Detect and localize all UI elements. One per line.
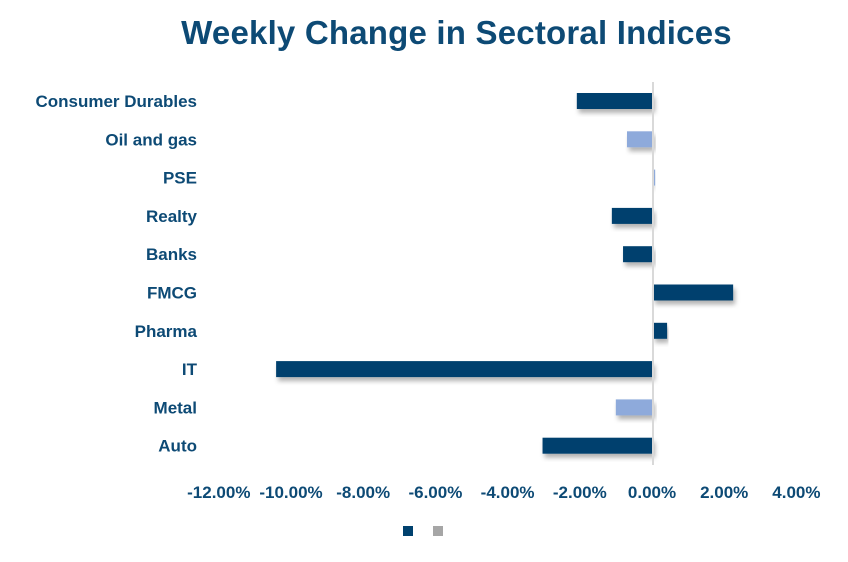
x-tick-label: -6.00%	[408, 483, 462, 502]
x-tick-label: -4.00%	[481, 483, 535, 502]
bar-banks	[623, 246, 653, 263]
category-label: Auto	[158, 437, 197, 456]
bars-group	[276, 93, 734, 454]
category-label: IT	[182, 360, 198, 379]
category-label: Banks	[146, 245, 197, 264]
category-labels: Consumer Durables Oil and gas PSE Realty Ban…	[35, 92, 197, 456]
x-tick-label: 4.00%	[772, 483, 820, 502]
x-tick-labels: -12.00% -10.00% -8.00% -6.00% -4.00% -2.00% 0.…	[187, 483, 820, 502]
x-tick-label: 0.00%	[628, 483, 676, 502]
x-tick-label: -12.00%	[187, 483, 250, 502]
bar-pharma	[653, 322, 668, 339]
x-tick-label: 2.00%	[700, 483, 748, 502]
category-label: PSE	[163, 169, 197, 188]
legend	[403, 526, 443, 536]
bar-oil-and-gas	[627, 131, 653, 148]
category-label: Consumer Durables	[35, 92, 197, 111]
category-label: Realty	[146, 207, 198, 226]
x-tick-label: -10.00%	[259, 483, 322, 502]
x-tick-label: -2.00%	[553, 483, 607, 502]
bar-auto	[542, 437, 653, 454]
bar-consumer-durables	[576, 93, 653, 109]
bar-it	[276, 361, 653, 378]
legend-swatch-1	[403, 526, 413, 536]
chart-title: Weekly Change in Sectoral Indices	[181, 14, 732, 51]
bar-realty	[611, 207, 653, 224]
legend-swatch-2	[433, 526, 443, 536]
bar-pse	[653, 169, 656, 186]
category-label: FMCG	[147, 284, 197, 303]
category-label: Oil and gas	[105, 130, 197, 149]
bar-metal	[615, 399, 653, 416]
bar-fmcg	[653, 284, 734, 301]
category-label: Pharma	[135, 322, 198, 341]
x-tick-label: -8.00%	[336, 483, 390, 502]
category-label: Metal	[154, 398, 197, 417]
